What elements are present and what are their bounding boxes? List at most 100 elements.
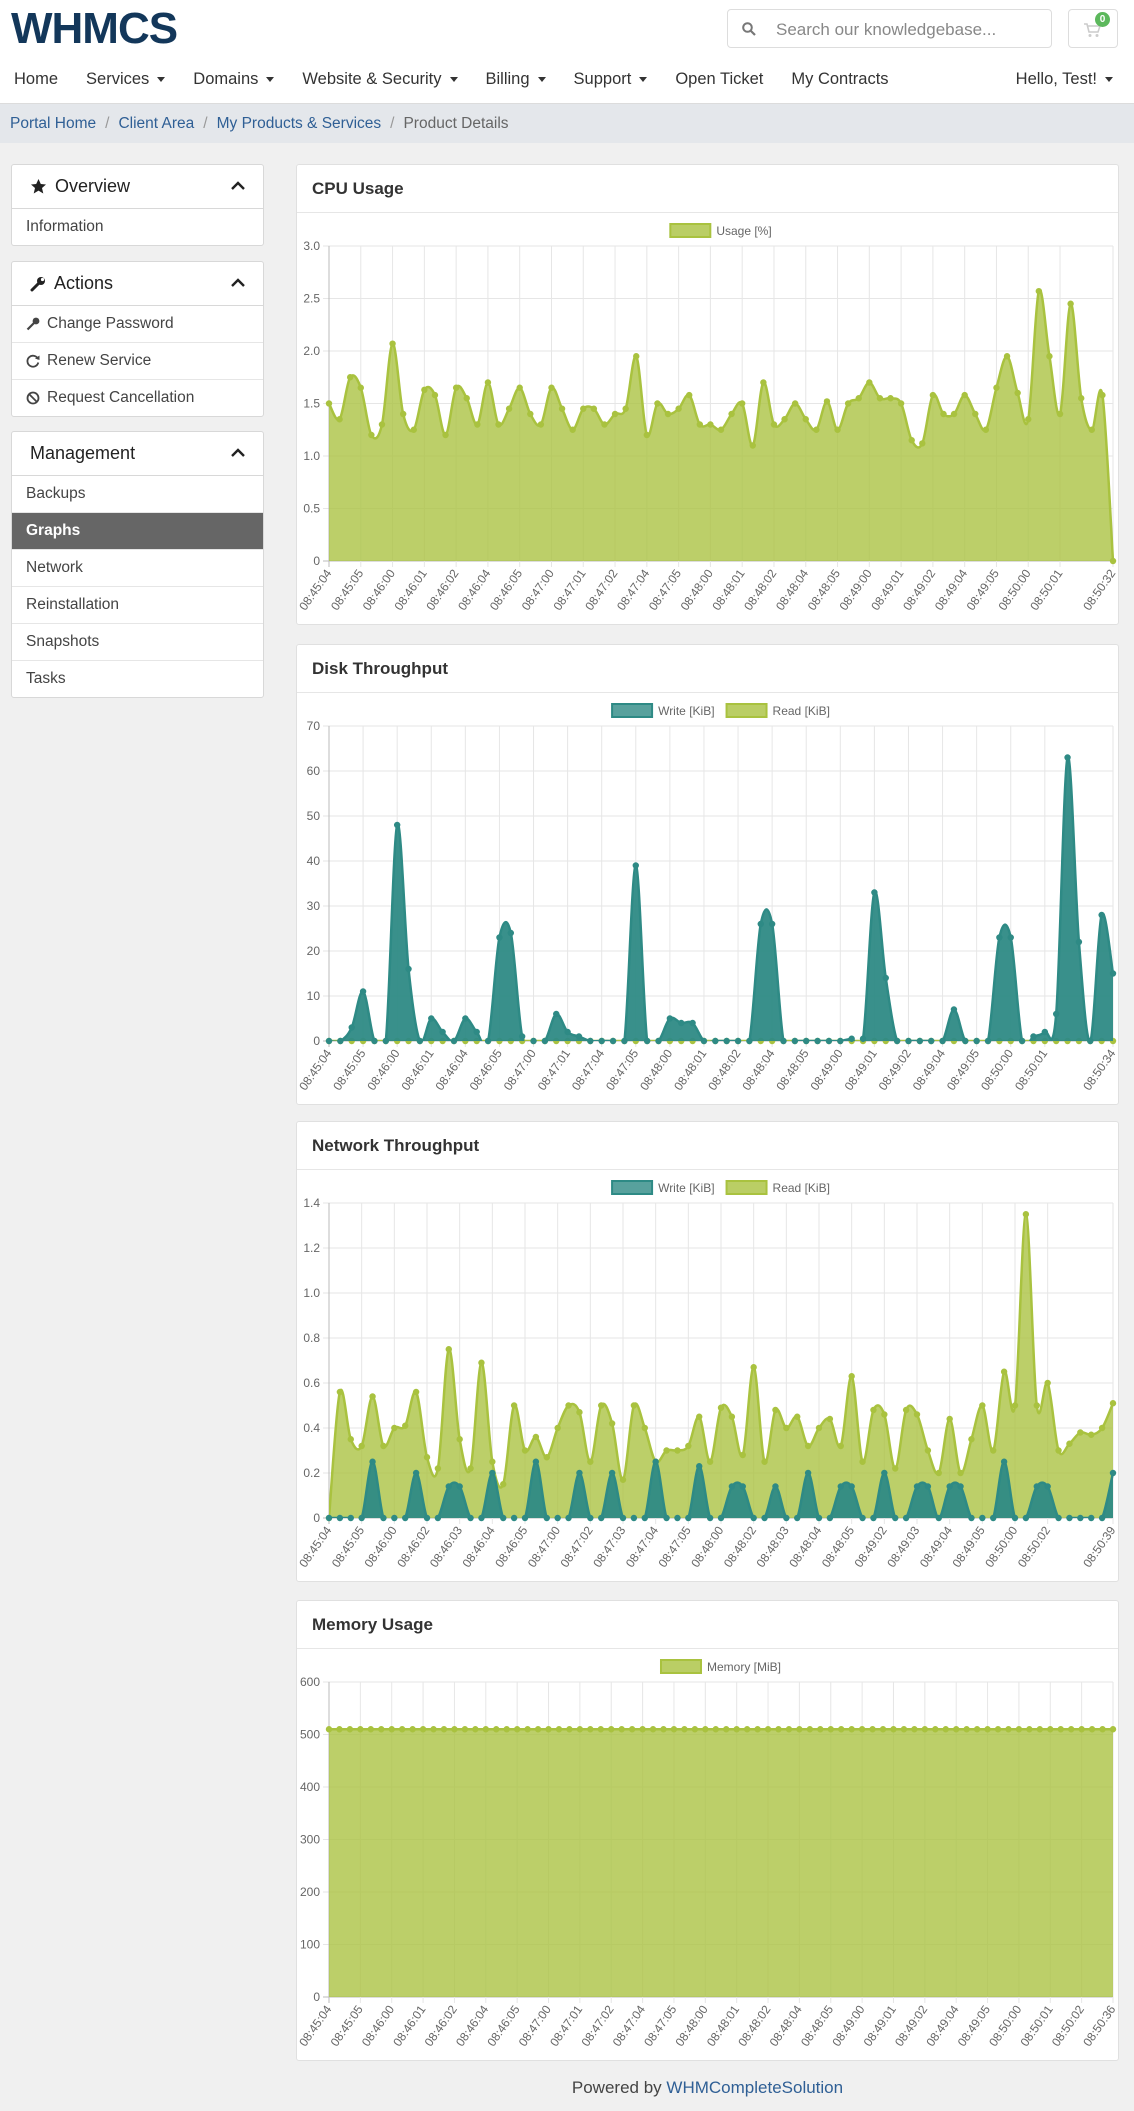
menu-item[interactable]: Tasks: [12, 661, 263, 697]
data-point: [597, 1726, 604, 1733]
data-point: [410, 426, 417, 433]
panel-header[interactable]: Overview: [12, 165, 263, 209]
data-point: [558, 405, 566, 412]
data-point: [510, 1402, 518, 1409]
data-point: [979, 1514, 986, 1522]
card-title: Network Throughput: [297, 1122, 1118, 1170]
data-point: [712, 1037, 719, 1045]
nav-label: Open Ticket: [675, 70, 764, 88]
data-point: [706, 1514, 714, 1522]
data-point: [359, 988, 367, 995]
caret: [639, 77, 648, 82]
menu-item[interactable]: Snapshots: [12, 624, 263, 661]
legend-swatch: [659, 1659, 702, 1674]
data-point: [1044, 1483, 1051, 1490]
cart-button[interactable]: 0: [1068, 9, 1118, 48]
menu-item[interactable]: Request Cancellation: [12, 380, 263, 416]
data-point: [482, 1726, 489, 1733]
data-point: [431, 391, 439, 399]
data-point: [892, 1465, 899, 1472]
x-tick-label: 08:49:01: [842, 1046, 880, 1093]
menu-item[interactable]: Change Password: [12, 306, 263, 343]
top-bar: WHMCS Search our knowledgebase... 0 Home…: [0, 0, 1134, 104]
data-point: [859, 1458, 866, 1465]
data-point: [399, 410, 407, 418]
nav-item[interactable]: Domains: [193, 70, 275, 89]
panel-header[interactable]: Management: [12, 432, 263, 476]
data-point: [423, 1454, 431, 1461]
data-point: [1066, 1440, 1073, 1447]
panel-header[interactable]: Actions: [12, 262, 263, 306]
data-point: [859, 1514, 866, 1522]
data-point: [439, 1028, 446, 1036]
x-tick-label: 08:47:04: [569, 1046, 607, 1093]
menu-label: Renew Service: [47, 352, 152, 369]
crumb[interactable]: Client Area: [118, 114, 195, 132]
menu-item[interactable]: Backups: [12, 476, 263, 513]
nav-label: Support: [573, 70, 632, 88]
data-point: [1014, 389, 1021, 397]
data-point: [474, 421, 481, 428]
data-point: [935, 1514, 942, 1522]
card-title: Memory Usage: [297, 1601, 1118, 1649]
data-point: [621, 1037, 628, 1045]
data-point: [554, 1424, 561, 1432]
data-point: [827, 1726, 834, 1733]
crumb[interactable]: Portal Home: [10, 114, 97, 132]
data-point: [554, 1514, 561, 1522]
footer-link[interactable]: WHMCompleteSolution: [666, 2078, 844, 2097]
data-point: [462, 1015, 469, 1022]
cart-badge: 0: [1095, 12, 1110, 27]
menu-item[interactable]: Reinstallation: [12, 587, 263, 624]
data-point: [1077, 1514, 1084, 1522]
data-point: [398, 1726, 406, 1733]
y-tick-label: 1.5: [303, 397, 320, 411]
menu-item[interactable]: Renew Service: [12, 343, 263, 380]
data-point: [325, 1037, 333, 1045]
user-menu[interactable]: Hello, Test!: [1016, 70, 1113, 89]
legend-label: Memory [MiB]: [707, 1660, 781, 1674]
data-point: [796, 1726, 803, 1733]
nav-item[interactable]: Billing: [486, 70, 546, 89]
menu-item[interactable]: Network: [12, 550, 263, 587]
y-tick-label: 0.4: [303, 1421, 320, 1435]
data-point: [371, 1037, 378, 1045]
data-point: [791, 400, 799, 407]
panel-title: Overview: [55, 176, 131, 196]
search-box[interactable]: Search our knowledgebase...: [727, 9, 1052, 48]
nav-item[interactable]: My Contracts: [791, 70, 888, 89]
nav-item[interactable]: Website & Security: [302, 70, 458, 89]
data-point: [770, 421, 778, 428]
legend-swatch: [725, 703, 768, 718]
y-tick-label: 0: [313, 1511, 320, 1525]
data-point: [775, 1726, 782, 1733]
nav-item[interactable]: Services: [86, 70, 166, 89]
card-title: Disk Throughput: [297, 645, 1118, 693]
data-point: [467, 1465, 474, 1472]
data-point: [781, 416, 788, 423]
data-point: [378, 421, 386, 428]
data-point: [1088, 1514, 1095, 1522]
data-point: [928, 1037, 935, 1045]
menu-item[interactable]: Graphs: [12, 513, 263, 550]
menu-item[interactable]: Information: [12, 209, 263, 245]
logo[interactable]: WHMCS: [11, 4, 178, 53]
crumb[interactable]: My Products & Services: [216, 114, 382, 132]
data-point: [575, 1033, 583, 1040]
nav-item[interactable]: Support: [574, 70, 648, 89]
data-point: [347, 1436, 354, 1443]
data-point: [738, 400, 746, 407]
data-point: [984, 1726, 991, 1733]
data-point: [728, 1483, 736, 1490]
data-point: [813, 426, 820, 433]
data-point: [368, 431, 375, 439]
chart: 00.51.01.52.02.53.008:45:0408:45:0508:46…: [297, 223, 1119, 613]
nav-item[interactable]: Open Ticket: [675, 70, 763, 89]
user-label: Hello, Test!: [1015, 70, 1097, 88]
y-tick-label: 2.5: [303, 292, 320, 306]
data-point: [456, 1436, 463, 1443]
y-tick-label: 0.2: [303, 1466, 320, 1480]
data-point: [1075, 938, 1083, 946]
nav-item[interactable]: Home: [14, 70, 58, 89]
data-point: [968, 1514, 975, 1522]
